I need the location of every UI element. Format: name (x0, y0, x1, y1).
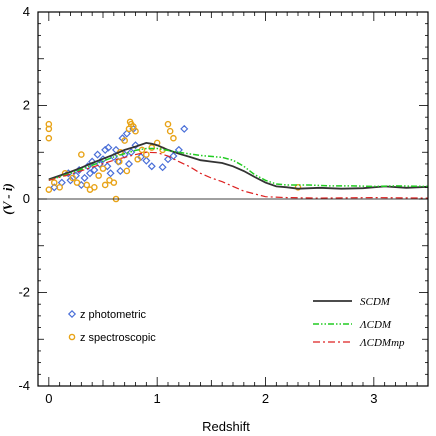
legend-marker-photometric (67, 309, 77, 319)
scatter-point-spectroscopic (99, 165, 107, 172)
scatter-point-photometric (158, 163, 167, 172)
legend-label-photometric: z photometric (80, 309, 147, 321)
series-line-2 (48, 151, 429, 199)
x-tick-label: 3 (370, 391, 377, 406)
legend-marker-spectroscopic (68, 333, 76, 341)
scatter-point-photometric (90, 165, 99, 175)
scatter-point-photometric (106, 169, 115, 178)
y-tick-label: -2 (18, 285, 30, 300)
scatter-point-spectroscopic (170, 134, 177, 142)
scatter-point-photometric (131, 141, 140, 150)
scatter-point-photometric (103, 162, 112, 171)
legend-left: z photometric z spectroscopic (80, 309, 156, 344)
scatter-point-spectroscopic (134, 155, 141, 163)
scatter-point-spectroscopic (123, 167, 131, 175)
scatter-point-spectroscopic (132, 127, 139, 135)
scatter-point-photometric (104, 143, 113, 152)
scatter-point-photometric (142, 156, 151, 165)
scatter-point-photometric (116, 166, 125, 175)
x-axis-title: Redshift (202, 419, 250, 434)
scatter-point-spectroscopic (50, 179, 58, 186)
scatter-point-spectroscopic (69, 174, 76, 182)
plot-area (45, 118, 429, 203)
legend-label-spectroscopic: z spectroscopic (80, 332, 156, 344)
scatter-point-photometric (71, 171, 80, 180)
axes: 0 1 2 3 4 2 0 -2 -4 (18, 4, 429, 406)
x-tick-label: 1 (154, 391, 161, 406)
scatter-point-photometric (169, 151, 178, 161)
scatter-point-spectroscopic (56, 184, 63, 191)
x-tick-label: 2 (262, 391, 269, 406)
scatter-point-spectroscopic (95, 172, 102, 179)
scatter-point-spectroscopic (73, 179, 81, 186)
scatter-point-photometric (93, 150, 102, 159)
scatter-point-spectroscopic (45, 120, 53, 128)
scatter-point-spectroscopic (164, 120, 172, 128)
scatter-point-spectroscopic (101, 181, 109, 189)
scatter-point-spectroscopic (294, 184, 302, 191)
y-tick-label: -4 (18, 378, 30, 393)
scatter-point-photometric (66, 176, 75, 185)
legend-label-lcdmmp: ΛCDMmp (359, 337, 405, 349)
legend-label-scdm: SCDM (360, 296, 391, 308)
scatter-point-spectroscopic (121, 137, 128, 144)
ylabel-group: (V - i) (0, 183, 15, 215)
series-line-0 (48, 141, 429, 190)
scatter-point-spectroscopic (148, 144, 156, 151)
scatter-point-photometric (147, 162, 156, 171)
scatter-point-photometric (50, 183, 59, 192)
y-tick-label: 0 (23, 191, 30, 206)
scatter-point-photometric (124, 159, 134, 168)
scatter-point-photometric (114, 157, 123, 166)
y-tick-label: 4 (23, 4, 30, 19)
scatter-point-spectroscopic (115, 158, 123, 165)
scatter-point-spectroscopic (45, 134, 53, 142)
scatter-point-photometric (95, 159, 104, 168)
scatter-point-photometric (180, 124, 189, 133)
scatter-point-photometric (122, 129, 131, 138)
scatter-point-photometric (85, 169, 95, 178)
legend-label-lcdm: ΛCDM (359, 319, 392, 331)
scatter-point-photometric (136, 152, 145, 161)
scatter-point-spectroscopic (78, 151, 85, 158)
scatter-point-spectroscopic (83, 181, 91, 189)
scatter-point-spectroscopic (45, 186, 53, 193)
y-axis-title: (V - i) (0, 183, 15, 215)
scatter-point-spectroscopic (110, 179, 118, 186)
scatter-point-photometric (80, 173, 89, 183)
y-tick-label: 2 (23, 98, 30, 113)
scatter-point-spectroscopic (91, 184, 98, 191)
x-tick-label: 0 (45, 391, 52, 406)
scatter-point-photometric (163, 155, 173, 164)
series-line-1 (48, 147, 429, 188)
scatter-point-spectroscopic (166, 127, 174, 135)
legend-right: SCDM ΛCDM ΛCDMmp (359, 296, 405, 349)
